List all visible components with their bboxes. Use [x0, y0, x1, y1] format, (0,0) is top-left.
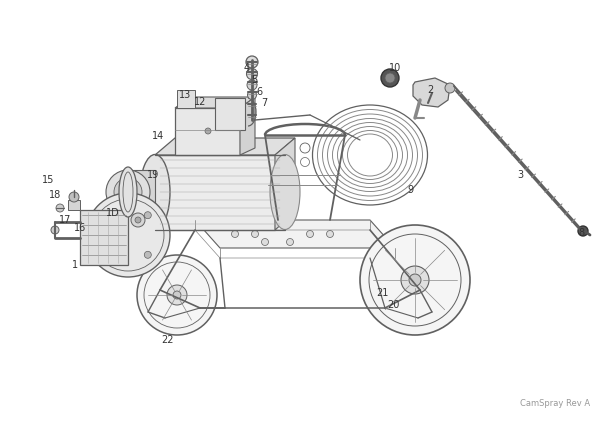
Text: 6: 6 — [256, 87, 262, 97]
Circle shape — [131, 213, 145, 227]
Circle shape — [167, 285, 187, 305]
Circle shape — [123, 187, 133, 197]
Circle shape — [248, 91, 257, 99]
Ellipse shape — [140, 154, 170, 230]
Circle shape — [578, 226, 588, 236]
Circle shape — [326, 231, 334, 237]
Circle shape — [445, 83, 455, 93]
Text: 3: 3 — [517, 170, 523, 180]
Circle shape — [401, 266, 429, 294]
Circle shape — [105, 212, 112, 219]
Ellipse shape — [119, 167, 137, 217]
Circle shape — [262, 239, 269, 245]
Circle shape — [360, 225, 470, 335]
Text: CamSpray Rev A: CamSpray Rev A — [520, 399, 590, 408]
Text: 12: 12 — [194, 97, 206, 107]
Text: 1: 1 — [72, 260, 78, 270]
Text: 7: 7 — [261, 98, 267, 108]
Ellipse shape — [270, 154, 300, 230]
Text: 9: 9 — [407, 185, 413, 195]
Polygon shape — [155, 155, 275, 230]
Text: 22: 22 — [161, 335, 173, 345]
Circle shape — [246, 56, 258, 68]
Text: 2: 2 — [427, 85, 433, 95]
Text: 8: 8 — [578, 228, 584, 238]
Circle shape — [144, 212, 151, 219]
Polygon shape — [68, 200, 80, 210]
Circle shape — [135, 217, 141, 223]
Circle shape — [51, 226, 59, 234]
Text: 17: 17 — [59, 215, 71, 225]
Circle shape — [56, 204, 64, 212]
Circle shape — [287, 239, 293, 245]
Text: 13: 13 — [179, 90, 191, 100]
Text: 19: 19 — [147, 170, 159, 180]
Polygon shape — [215, 98, 245, 130]
Text: 10: 10 — [389, 63, 401, 73]
Circle shape — [385, 73, 395, 83]
Polygon shape — [240, 97, 255, 155]
Circle shape — [137, 255, 217, 335]
Polygon shape — [175, 108, 240, 155]
Text: 20: 20 — [387, 300, 399, 310]
Polygon shape — [175, 97, 255, 108]
Circle shape — [205, 128, 211, 134]
Circle shape — [105, 251, 112, 258]
Circle shape — [173, 291, 181, 299]
Polygon shape — [177, 90, 195, 108]
Circle shape — [232, 231, 239, 237]
Circle shape — [251, 231, 259, 237]
Circle shape — [86, 193, 170, 277]
Text: 16: 16 — [74, 223, 86, 233]
Polygon shape — [155, 138, 295, 155]
Circle shape — [247, 69, 257, 80]
Polygon shape — [128, 170, 155, 215]
Text: 14: 14 — [152, 131, 164, 141]
Text: 18: 18 — [49, 190, 61, 200]
Text: 5: 5 — [251, 75, 257, 85]
Circle shape — [144, 251, 151, 258]
Circle shape — [247, 80, 257, 90]
Text: 21: 21 — [376, 288, 388, 298]
Text: 15: 15 — [42, 175, 54, 185]
Polygon shape — [80, 210, 128, 265]
Circle shape — [114, 178, 142, 206]
Text: 4: 4 — [244, 63, 250, 73]
Polygon shape — [195, 220, 395, 248]
Circle shape — [106, 170, 150, 214]
Circle shape — [381, 69, 399, 87]
Circle shape — [409, 274, 421, 286]
Text: 1D: 1D — [106, 208, 120, 218]
Polygon shape — [275, 138, 295, 230]
Circle shape — [69, 192, 79, 202]
Polygon shape — [413, 78, 450, 107]
Circle shape — [307, 231, 314, 237]
